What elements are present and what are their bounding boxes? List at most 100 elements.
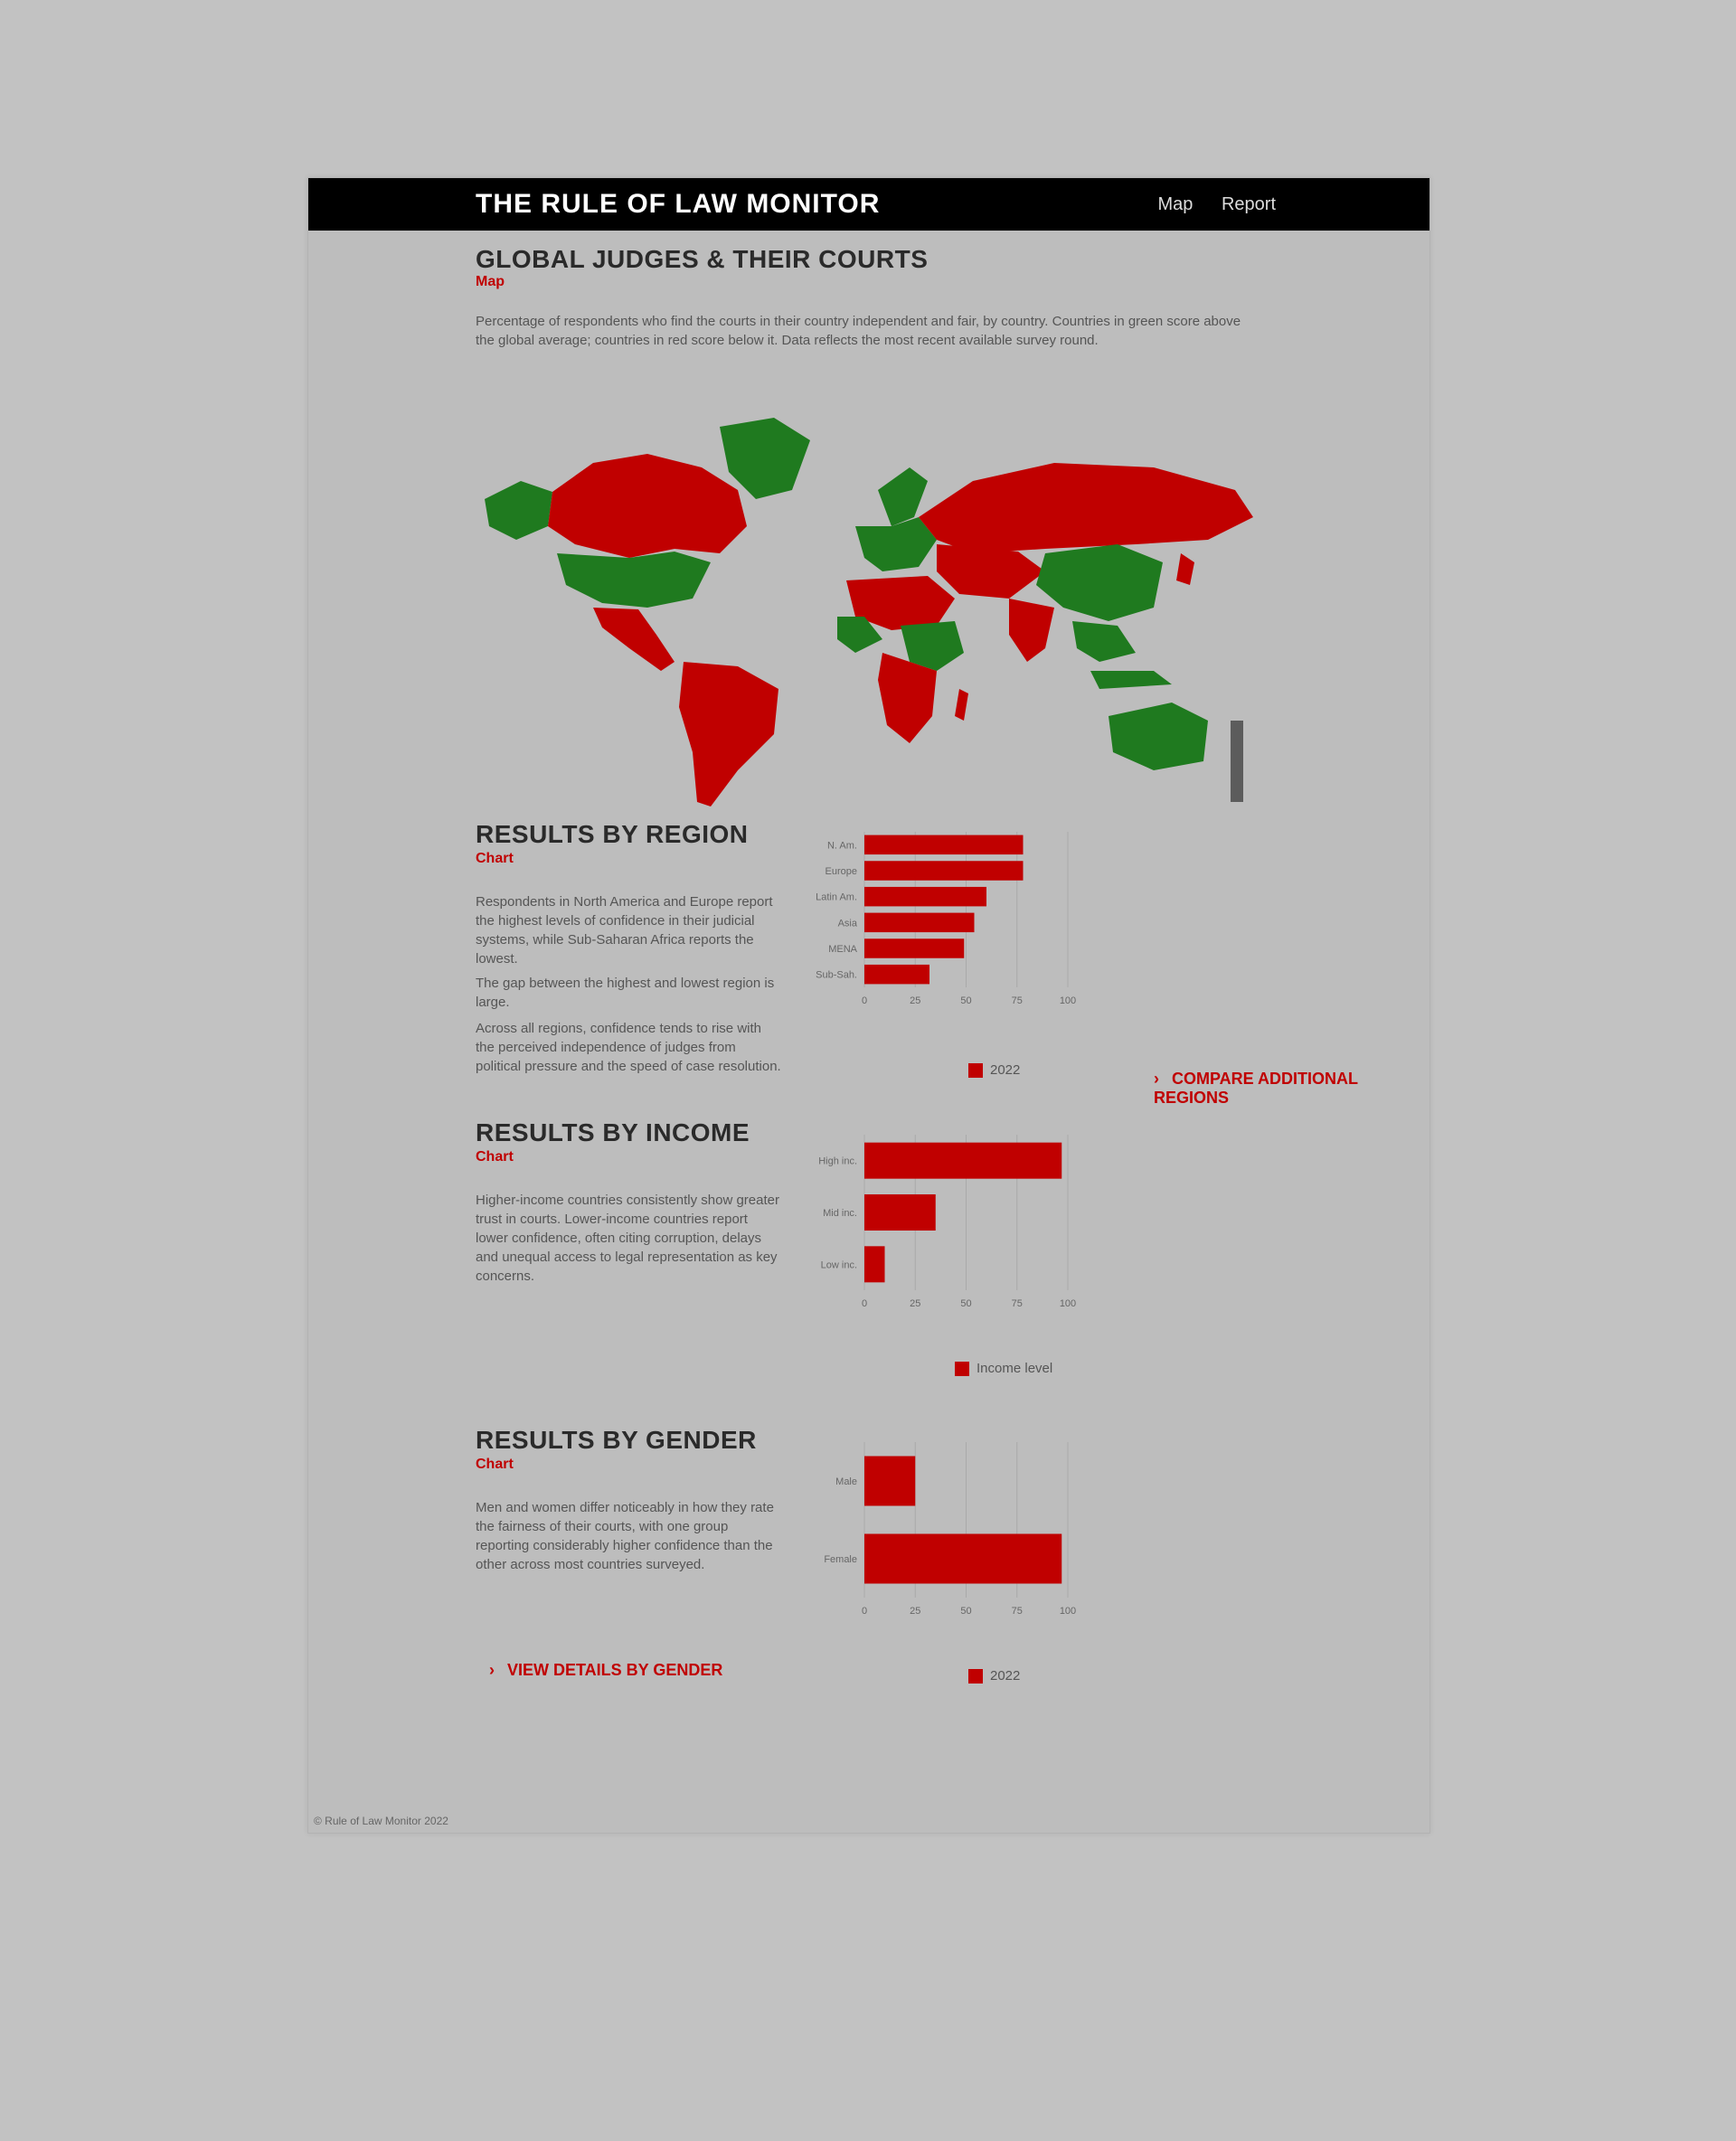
map-section-subtitle: Map [476, 274, 505, 289]
legend-swatch [955, 1362, 969, 1377]
x-tick-label: 100 [1060, 995, 1076, 1006]
region-se-asia [1072, 621, 1136, 662]
legend-swatch [968, 1063, 983, 1079]
bar [864, 1142, 1062, 1179]
region-south-america [679, 662, 778, 806]
income-bar-chart: 0 25 50 75 100 High inc. Mid inc. Low inc. [797, 1127, 1086, 1317]
y-category-label: Female [824, 1554, 857, 1565]
chevron-right-icon: › [1154, 1070, 1159, 1088]
chart-svg: 0 25 50 75 100 High inc. Mid inc. Low inc. [818, 1135, 1076, 1309]
region-usa [557, 552, 711, 608]
y-category-label: Europe [826, 866, 857, 877]
y-category-label: Sub-Sah. [816, 970, 857, 981]
region-bar-chart: 0 25 50 75 100 N. Am. Europe Latin Am. Asia MENA S… [797, 825, 1086, 1014]
x-tick-label: 25 [910, 1298, 920, 1309]
gender-legend: 2022 [968, 1668, 1020, 1684]
income-legend-label: Income level [976, 1361, 1053, 1376]
bar [864, 964, 929, 985]
region-paragraph-1: Respondents in North America and Europe … [476, 894, 773, 967]
x-tick-label: 25 [910, 995, 920, 1006]
x-tick-label: 50 [960, 995, 971, 1006]
region-north-africa [846, 576, 955, 630]
income-legend: Income level [955, 1361, 1053, 1377]
compare-regions-label: COMPARE ADDITIONAL REGIONS [1154, 1070, 1358, 1107]
y-category-label: Asia [838, 918, 858, 929]
gender-section-title: RESULTS BY GENDER [476, 1426, 757, 1454]
bar [864, 1456, 916, 1506]
map-scale-bar [1231, 721, 1243, 802]
region-canada [548, 454, 747, 558]
gender-legend-label: 2022 [990, 1668, 1021, 1684]
bar [864, 835, 1024, 855]
app-title: THE RULE OF LAW MONITOR [476, 189, 881, 219]
world-map[interactable] [467, 391, 1262, 816]
income-section-subtitle: Chart [476, 1149, 514, 1165]
map-description: Percentage of respondents who find the c… [476, 314, 1241, 348]
gender-details-label: VIEW DETAILS BY GENDER [507, 1661, 723, 1679]
region-russia [919, 463, 1253, 553]
y-category-label: MENA [828, 944, 857, 955]
bar [864, 1246, 885, 1283]
region-section-subtitle: Chart [476, 851, 514, 866]
region-west-africa [837, 617, 882, 653]
income-paragraph: Higher-income countries consistently sho… [476, 1193, 779, 1284]
x-tick-label: 50 [960, 1298, 971, 1309]
y-category-label: N. Am. [827, 840, 857, 851]
y-category-label: Latin Am. [816, 892, 857, 903]
region-alaska [485, 481, 552, 540]
gender-details-link[interactable]: › VIEW DETAILS BY GENDER [489, 1661, 722, 1680]
region-china [1036, 544, 1163, 621]
legend-swatch [968, 1669, 983, 1684]
bar [864, 912, 975, 933]
x-tick-label: 100 [1060, 1606, 1076, 1617]
region-paragraph-2: The gap between the highest and lowest r… [476, 976, 775, 1010]
y-category-label: Mid inc. [823, 1208, 857, 1219]
bar [864, 1533, 1062, 1584]
chevron-right-icon: › [489, 1661, 495, 1679]
gender-paragraph: Men and women differ noticeably in how t… [476, 1500, 774, 1572]
y-category-label: Male [835, 1476, 857, 1487]
x-tick-label: 50 [960, 1606, 971, 1617]
region-paragraph-3: Across all regions, confidence tends to … [476, 1021, 781, 1074]
region-japan [1176, 553, 1194, 585]
gender-bar-chart: 0 25 50 75 100 Male Female [797, 1435, 1086, 1625]
gender-section-subtitle: Chart [476, 1457, 514, 1472]
map-section-title: GLOBAL JUDGES & THEIR COURTS [476, 245, 929, 273]
y-category-label: Low inc. [821, 1259, 857, 1270]
nav-item-map[interactable]: Map [1157, 194, 1194, 214]
region-central-asia [937, 544, 1045, 599]
region-australia [1109, 703, 1208, 770]
compare-regions-link[interactable]: › COMPARE ADDITIONAL REGIONS [1154, 1070, 1429, 1108]
top-nav: Map Report [1135, 194, 1277, 215]
top-bar: THE RULE OF LAW MONITOR Map Report [308, 178, 1429, 231]
chart-svg: 0 25 50 75 100 N. Am. Europe Latin Am. Asia MENA S… [816, 832, 1076, 1006]
region-legend: 2022 [968, 1062, 1021, 1079]
y-category-label: High inc. [818, 1156, 857, 1167]
bar [864, 1194, 936, 1231]
region-greenland [720, 418, 810, 499]
x-tick-label: 75 [1012, 995, 1023, 1006]
x-tick-label: 25 [910, 1606, 920, 1617]
bar [864, 938, 965, 958]
world-map-svg [485, 418, 1253, 806]
region-east-africa [901, 621, 964, 671]
region-section-title: RESULTS BY REGION [476, 820, 749, 848]
region-madagascar [955, 689, 968, 721]
region-scandinavia [878, 467, 928, 526]
region-mexico [593, 608, 675, 671]
region-legend-label: 2022 [990, 1062, 1021, 1078]
nav-item-report[interactable]: Report [1221, 194, 1276, 214]
income-section-title: RESULTS BY INCOME [476, 1118, 750, 1146]
region-southern-africa [878, 653, 937, 743]
region-europe [855, 517, 937, 571]
x-tick-label: 75 [1012, 1298, 1023, 1309]
bar [864, 886, 986, 907]
footer-note: © Rule of Law Monitor 2022 [314, 1815, 448, 1827]
region-india [1009, 599, 1054, 662]
chart-svg: 0 25 50 75 100 Male Female [824, 1442, 1076, 1617]
x-tick-label: 0 [862, 995, 867, 1006]
x-tick-label: 75 [1012, 1606, 1023, 1617]
region-indonesia [1090, 671, 1172, 689]
x-tick-label: 0 [862, 1606, 867, 1617]
report-card: THE RULE OF LAW MONITOR Map Report GLOBA… [307, 177, 1430, 1834]
